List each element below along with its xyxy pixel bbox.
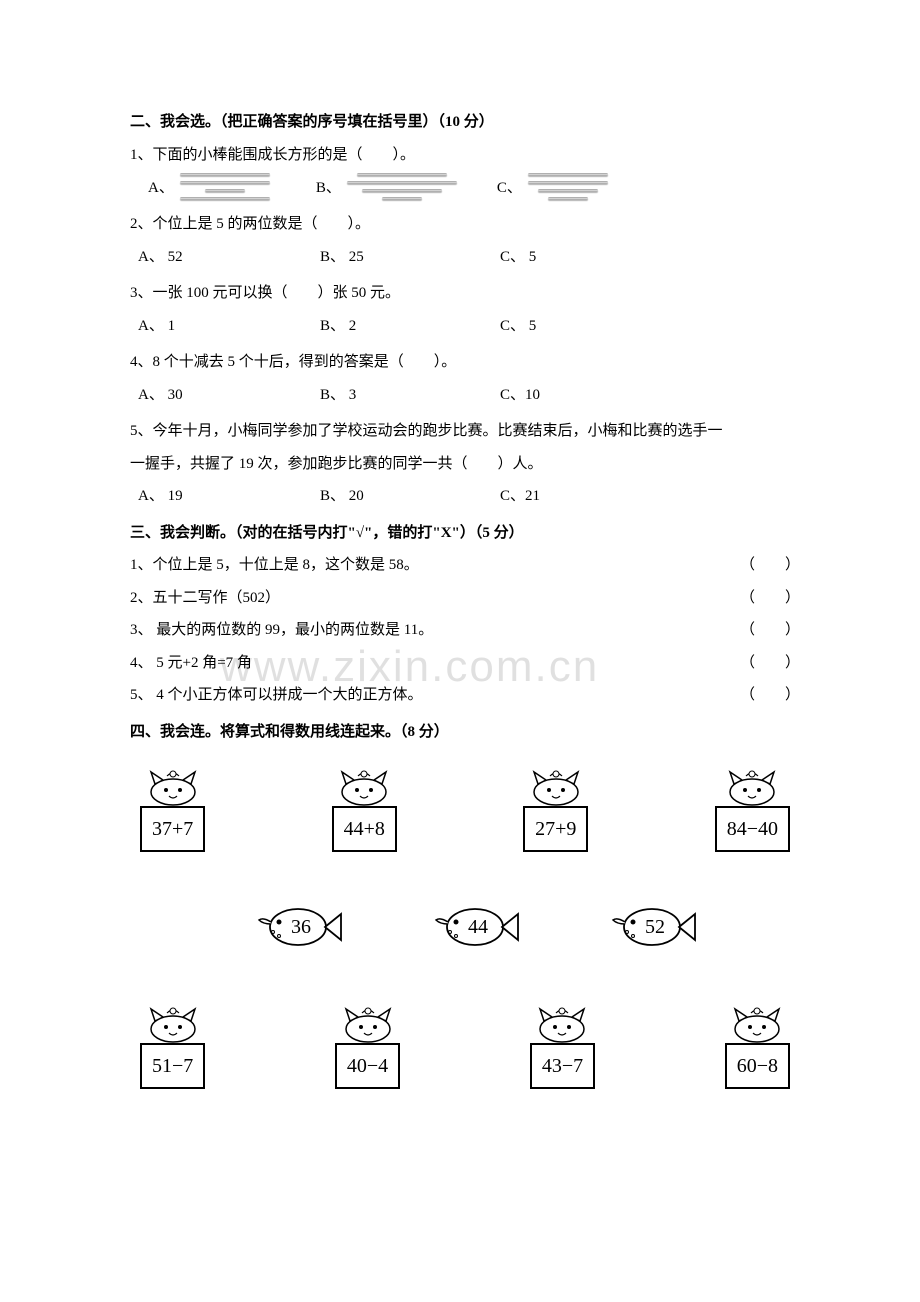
cat-item: 27+9 bbox=[523, 766, 588, 852]
judge-paren: （ ） bbox=[740, 616, 800, 645]
stick-icon bbox=[362, 189, 442, 192]
option-a: A、 19 bbox=[130, 482, 320, 511]
stick-icon bbox=[205, 189, 245, 192]
section2-q2-options: A、 52 B、 25 C、 5 bbox=[130, 243, 800, 272]
section2-q2-text: 2、个位上是 5 的两位数是（ ）。 bbox=[130, 210, 800, 239]
section4-title: 四、我会连。将算式和得数用线连起来。（8 分） bbox=[130, 718, 800, 747]
option-b-label: B、 bbox=[316, 174, 347, 203]
judge-paren: （ ） bbox=[740, 551, 800, 580]
stick-icon bbox=[528, 173, 608, 176]
stick-icon bbox=[528, 181, 608, 184]
stick-icon bbox=[347, 181, 457, 184]
svg-text:52: 52 bbox=[645, 916, 665, 938]
sticks-group-b bbox=[347, 173, 457, 202]
option-c: C、 5 bbox=[500, 312, 680, 341]
section3-q3: 3、 最大的两位数的 99，最小的两位数是 11。 （ ） bbox=[130, 616, 800, 645]
section2-q1-text: 1、下面的小棒能围成长方形的是（ ）。 bbox=[130, 141, 800, 170]
stick-icon bbox=[538, 189, 598, 192]
cat-item: 37+7 bbox=[140, 766, 205, 852]
section2-q3-options: A、 1 B、 2 C、 5 bbox=[130, 312, 800, 341]
cat-item: 43−7 bbox=[530, 1003, 595, 1089]
fish-item: 36 bbox=[253, 902, 343, 963]
cat-item: 60−8 bbox=[725, 1003, 790, 1089]
sticks-group-a bbox=[180, 173, 270, 202]
expr-box: 84−40 bbox=[715, 806, 790, 852]
expr-box: 60−8 bbox=[725, 1043, 790, 1089]
stick-icon bbox=[548, 197, 588, 200]
option-c: C、10 bbox=[500, 381, 680, 410]
section2-q1-options: A、 B、 C、 bbox=[130, 173, 800, 202]
section2-q5-line1: 5、今年十月，小梅同学参加了学校运动会的跑步比赛。比赛结束后，小梅和比赛的选手一 bbox=[130, 417, 800, 446]
option-a-label: A、 bbox=[148, 174, 180, 203]
expr-box: 44+8 bbox=[332, 806, 397, 852]
section3-q1: 1、个位上是 5，十位上是 8，这个数是 58。 （ ） bbox=[130, 551, 800, 580]
cat-icon bbox=[524, 766, 588, 806]
section2-title: 二、我会选。（把正确答案的序号填在括号里）（10 分） bbox=[130, 108, 800, 137]
expr-box: 51−7 bbox=[140, 1043, 205, 1089]
section3-q5: 5、 4 个小正方体可以拼成一个大的正方体。 （ ） bbox=[130, 681, 800, 710]
stick-icon bbox=[357, 173, 447, 176]
stick-icon bbox=[180, 173, 270, 176]
section3-title: 三、我会判断。（对的在括号内打"√"，错的打"X"）（5 分） bbox=[130, 519, 800, 548]
expr-box: 27+9 bbox=[523, 806, 588, 852]
fish-item: 44 bbox=[430, 902, 520, 963]
judge-text: 4、 5 元+2 角=7 角 bbox=[130, 649, 740, 678]
expr-box: 40−4 bbox=[335, 1043, 400, 1089]
option-a: A、 30 bbox=[130, 381, 320, 410]
cat-icon bbox=[336, 1003, 400, 1043]
fish-icon: 52 bbox=[607, 902, 697, 952]
judge-text: 2、五十二写作（502） bbox=[130, 584, 740, 613]
section2-q3-text: 3、一张 100 元可以换（ ）张 50 元。 bbox=[130, 279, 800, 308]
option-b: B、 20 bbox=[320, 482, 500, 511]
stick-icon bbox=[382, 197, 422, 200]
cat-item: 51−7 bbox=[140, 1003, 205, 1089]
option-c: C、21 bbox=[500, 482, 680, 511]
connect-row1: 37+7 44+8 27+9 bbox=[130, 766, 800, 852]
section3-q2: 2、五十二写作（502） （ ） bbox=[130, 584, 800, 613]
connect-row3: 51−7 40−4 43−7 bbox=[130, 1003, 800, 1089]
option-b: B、 2 bbox=[320, 312, 500, 341]
fish-icon: 36 bbox=[253, 902, 343, 952]
judge-paren: （ ） bbox=[740, 681, 800, 710]
expr-box: 37+7 bbox=[140, 806, 205, 852]
option-b: B、 25 bbox=[320, 243, 500, 272]
section2-q4-text: 4、8 个十减去 5 个十后，得到的答案是（ ）。 bbox=[130, 348, 800, 377]
fish-icon: 44 bbox=[430, 902, 520, 952]
svg-text:36: 36 bbox=[291, 916, 311, 938]
judge-text: 3、 最大的两位数的 99，最小的两位数是 11。 bbox=[130, 616, 740, 645]
option-a: A、 1 bbox=[130, 312, 320, 341]
cat-item: 40−4 bbox=[335, 1003, 400, 1089]
section3-q4: 4、 5 元+2 角=7 角 （ ） bbox=[130, 649, 800, 678]
cat-icon bbox=[725, 1003, 789, 1043]
cat-icon bbox=[141, 766, 205, 806]
judge-paren: （ ） bbox=[740, 649, 800, 678]
judge-text: 1、个位上是 5，十位上是 8，这个数是 58。 bbox=[130, 551, 740, 580]
option-c: C、 5 bbox=[500, 243, 680, 272]
sticks-group-c bbox=[528, 173, 608, 202]
judge-paren: （ ） bbox=[740, 584, 800, 613]
cat-icon bbox=[141, 1003, 205, 1043]
option-a: A、 52 bbox=[130, 243, 320, 272]
section2-q4-options: A、 30 B、 3 C、10 bbox=[130, 381, 800, 410]
svg-text:44: 44 bbox=[468, 916, 488, 938]
cat-item: 84−40 bbox=[715, 766, 790, 852]
expr-box: 43−7 bbox=[530, 1043, 595, 1089]
fish-item: 52 bbox=[607, 902, 697, 963]
stick-icon bbox=[180, 197, 270, 200]
option-c-label: C、 bbox=[497, 174, 528, 203]
section2-q5-line2: 一握手，共握了 19 次，参加跑步比赛的同学一共（ ）人。 bbox=[130, 450, 800, 479]
cat-icon bbox=[332, 766, 396, 806]
stick-icon bbox=[180, 181, 270, 184]
cat-icon bbox=[530, 1003, 594, 1043]
option-b: B、 3 bbox=[320, 381, 500, 410]
cat-icon bbox=[720, 766, 784, 806]
section2-q5-options: A、 19 B、 20 C、21 bbox=[130, 482, 800, 511]
connect-row2: 36 44 52 bbox=[130, 902, 800, 963]
cat-item: 44+8 bbox=[332, 766, 397, 852]
judge-text: 5、 4 个小正方体可以拼成一个大的正方体。 bbox=[130, 681, 740, 710]
